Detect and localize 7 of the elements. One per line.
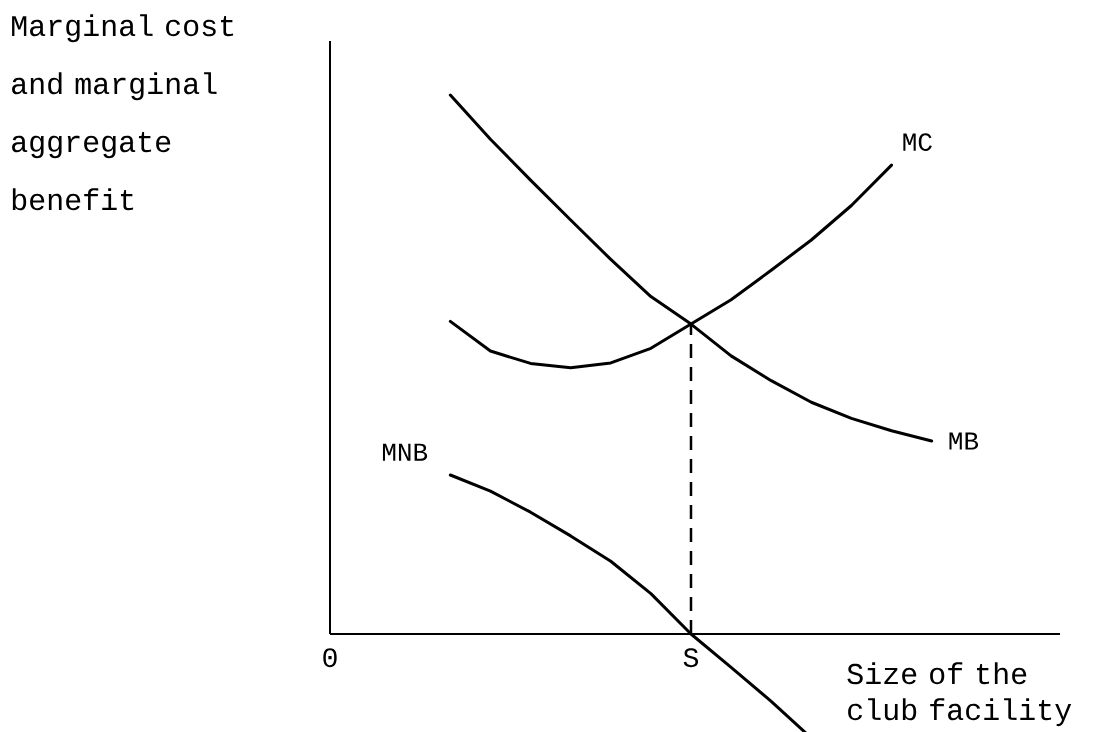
series-label: MB xyxy=(949,432,979,450)
x-axis-title: Size of the club facility xyxy=(847,662,1072,727)
y-axis-title: Marginal cost and marginal aggregate benefit xyxy=(12,14,234,211)
series-label: MNB xyxy=(382,443,428,461)
x-tick-label: 0 xyxy=(323,648,337,668)
series-label: MC xyxy=(903,133,932,151)
x-tick-label: S xyxy=(683,648,699,668)
